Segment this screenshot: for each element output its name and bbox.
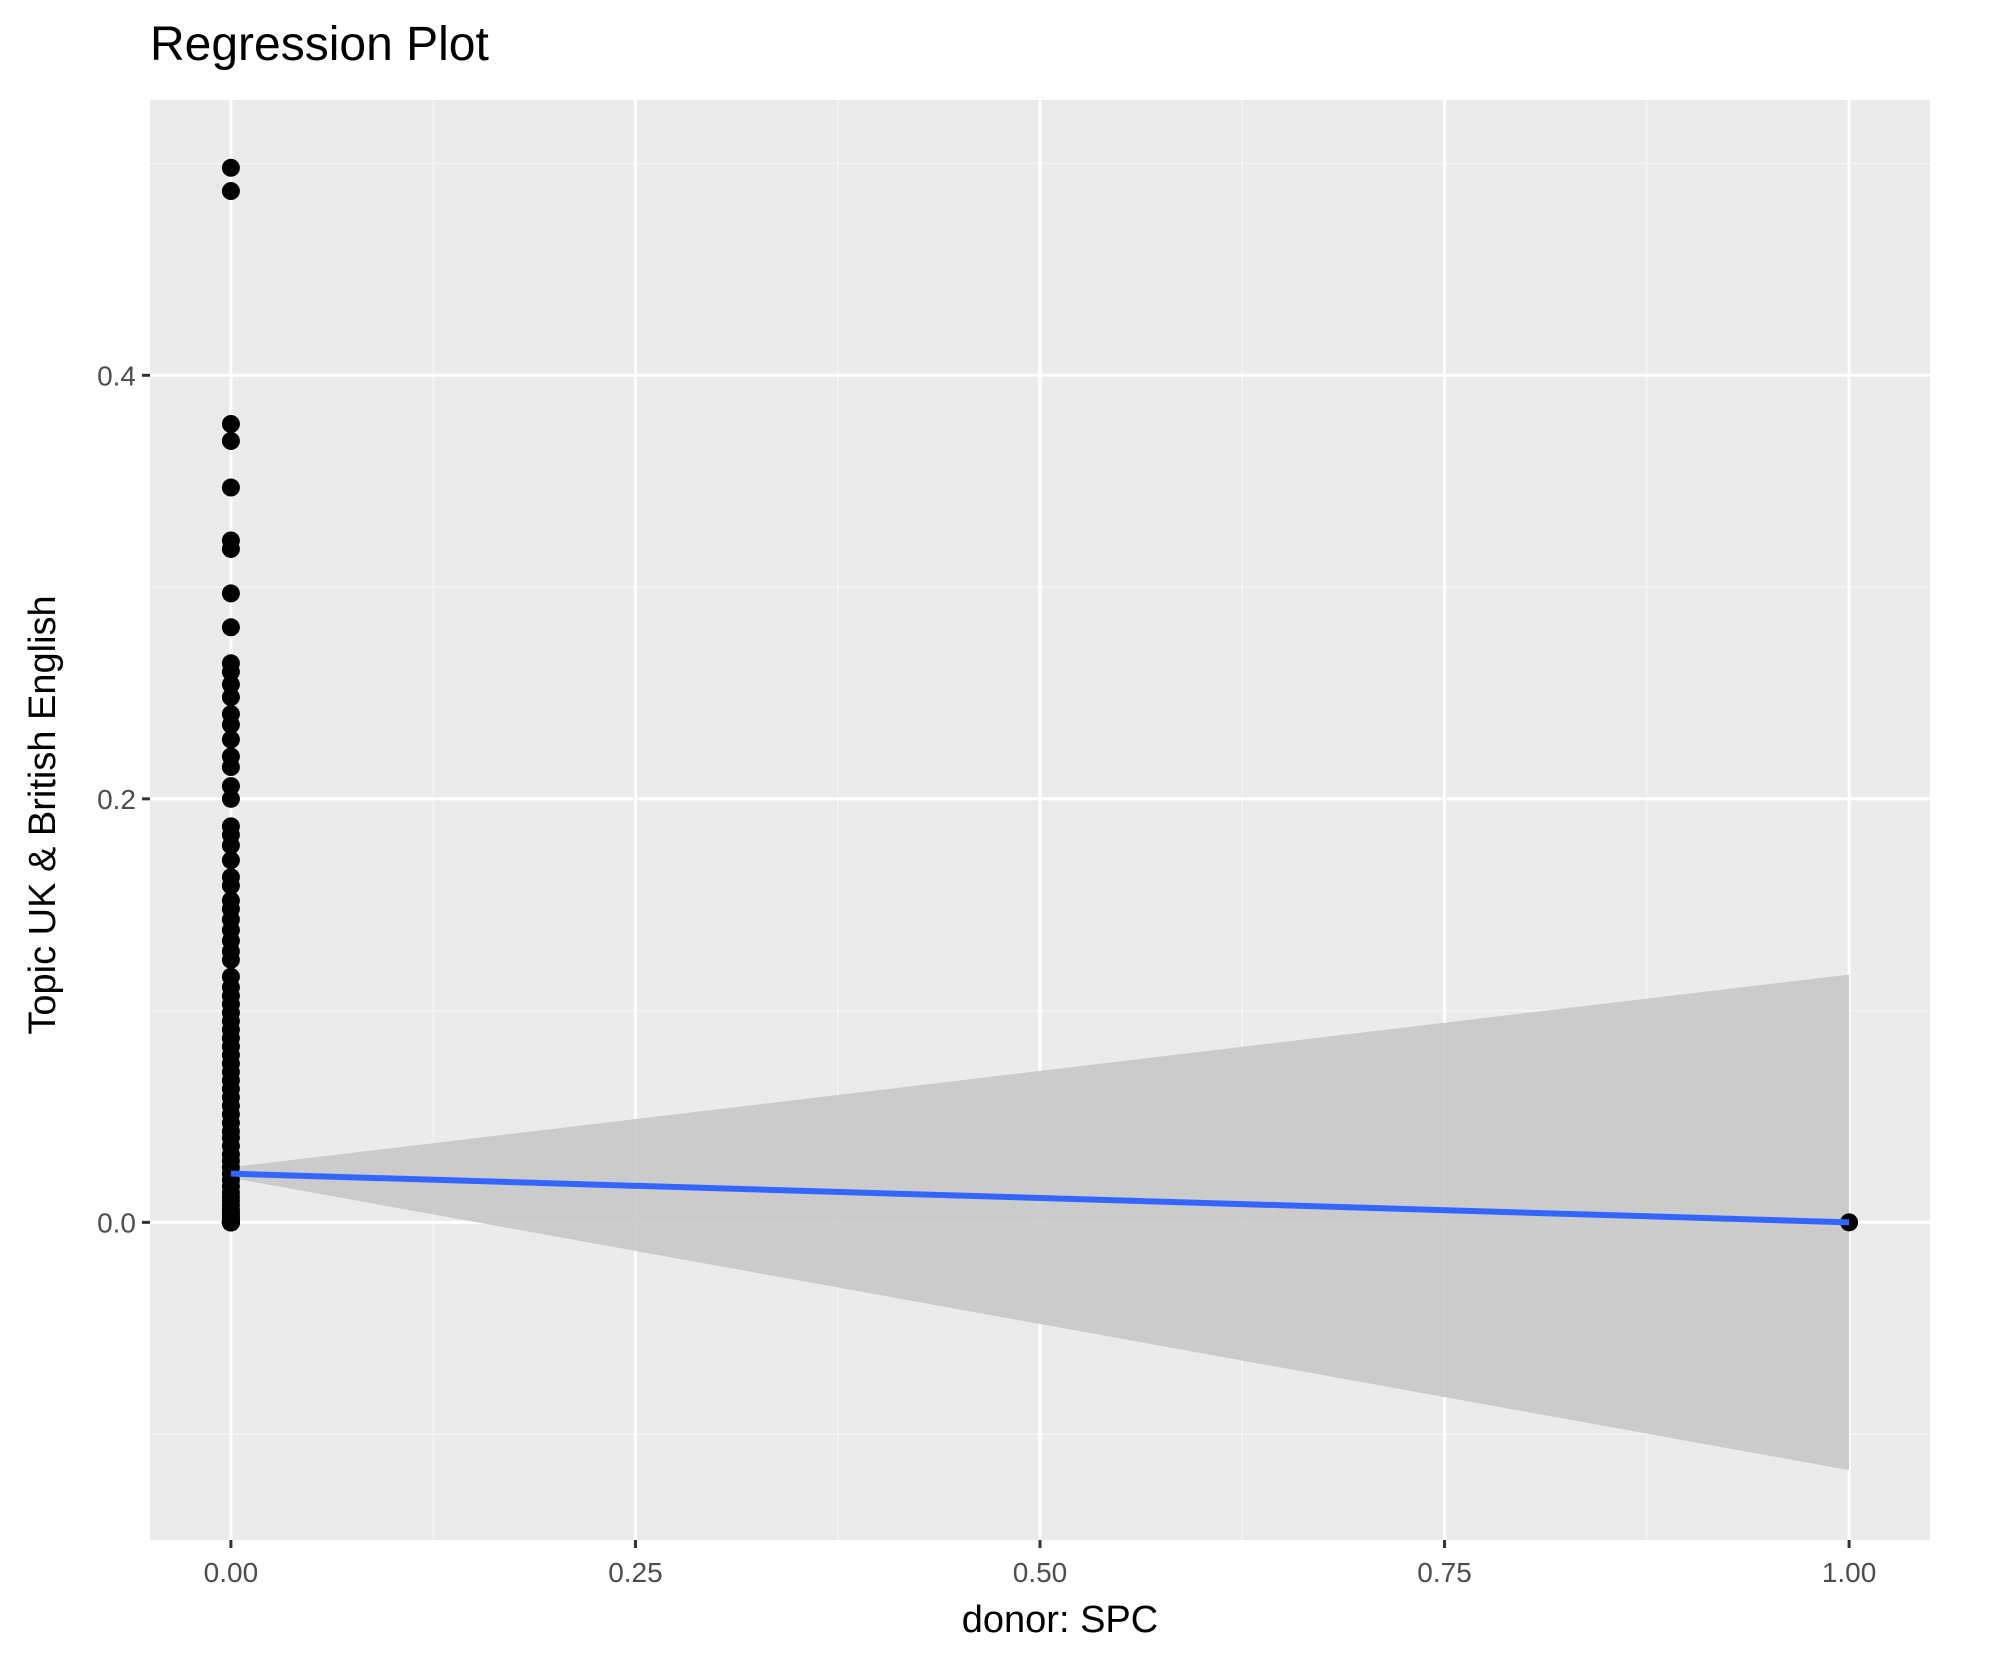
y-tick-label: 0.2 bbox=[97, 784, 136, 815]
confidence-band bbox=[230, 974, 1850, 1471]
points-layer bbox=[221, 158, 1859, 1232]
data-point bbox=[221, 158, 240, 177]
x-axis-title: donor: SPC bbox=[962, 1599, 1158, 1641]
y-axis-title: Topic UK & British English bbox=[22, 595, 64, 1034]
data-point bbox=[221, 950, 240, 969]
data-point bbox=[221, 1213, 240, 1232]
data-point bbox=[221, 851, 240, 870]
data-point bbox=[221, 836, 240, 855]
x-tick-label: 1.00 bbox=[1822, 1557, 1877, 1588]
regression-line-layer bbox=[230, 1170, 1850, 1226]
x-tick-label: 0.50 bbox=[1013, 1557, 1068, 1588]
x-tick-label: 0.00 bbox=[204, 1557, 259, 1588]
data-point bbox=[221, 777, 240, 796]
grid-major bbox=[150, 100, 1930, 1540]
y-axis: 0.0 0.2 0.4 bbox=[97, 360, 150, 1238]
data-point bbox=[221, 662, 240, 681]
data-point bbox=[221, 584, 240, 603]
data-point bbox=[221, 431, 240, 450]
data-point bbox=[221, 876, 240, 895]
chart-title: Regression Plot bbox=[150, 18, 489, 71]
data-point bbox=[221, 688, 240, 707]
data-point bbox=[221, 730, 240, 749]
data-point bbox=[221, 539, 240, 558]
regression-line bbox=[230, 1170, 1850, 1226]
data-point bbox=[221, 478, 240, 497]
x-tick-label: 0.75 bbox=[1417, 1557, 1472, 1588]
y-tick-label: 0.0 bbox=[97, 1207, 136, 1238]
data-point bbox=[221, 675, 240, 694]
data-point bbox=[221, 618, 240, 637]
y-tick-label: 0.4 bbox=[97, 360, 136, 391]
data-point bbox=[221, 715, 240, 734]
x-axis: 0.00 0.25 0.50 0.75 1.00 bbox=[204, 1540, 1877, 1588]
data-point bbox=[221, 758, 240, 777]
data-point bbox=[221, 415, 240, 433]
data-point bbox=[221, 182, 240, 201]
x-tick-label: 0.25 bbox=[608, 1557, 663, 1588]
data-point bbox=[221, 789, 240, 808]
confidence-band-layer bbox=[230, 974, 1850, 1471]
